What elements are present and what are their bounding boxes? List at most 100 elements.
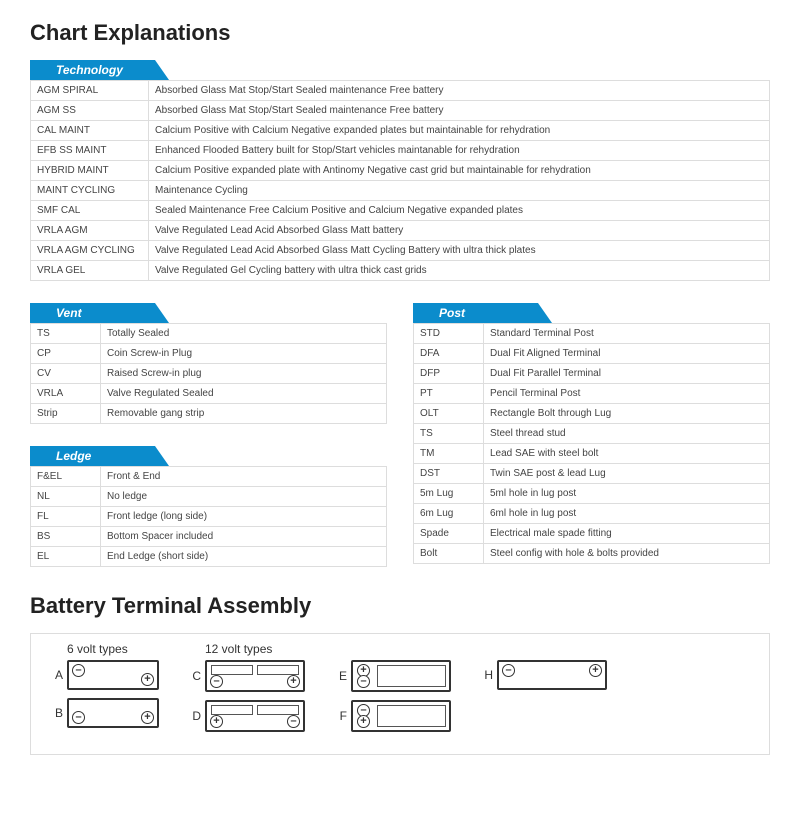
- desc-cell: 6ml hole in lug post: [484, 504, 770, 524]
- table-row: CPCoin Screw-in Plug: [31, 344, 387, 364]
- battery-layout: B: [45, 698, 159, 728]
- table-row: DFADual Fit Aligned Terminal: [414, 344, 770, 364]
- table-row: PTPencil Terminal Post: [414, 384, 770, 404]
- battery-letter: C: [183, 669, 201, 683]
- terminal-minus-icon: [72, 664, 85, 677]
- desc-cell: Steel config with hole & bolts provided: [484, 544, 770, 564]
- ledge-tab-label: Ledge: [30, 449, 91, 463]
- code-cell: STD: [414, 324, 484, 344]
- inner-compartment: [377, 705, 446, 727]
- code-cell: SMF CAL: [31, 201, 149, 221]
- code-cell: TS: [31, 324, 101, 344]
- code-cell: TS: [414, 424, 484, 444]
- code-cell: DFP: [414, 364, 484, 384]
- desc-cell: No ledge: [101, 487, 387, 507]
- table-row: SpadeElectrical male spade fitting: [414, 524, 770, 544]
- code-cell: VRLA AGM CYCLING: [31, 241, 149, 261]
- table-row: SMF CALSealed Maintenance Free Calcium P…: [31, 201, 770, 221]
- table-row: FLFront ledge (long side): [31, 507, 387, 527]
- label-6volt: 6 volt types: [67, 642, 159, 656]
- table-row: BSBottom Spacer included: [31, 527, 387, 547]
- code-cell: CP: [31, 344, 101, 364]
- table-row: CVRaised Screw-in plug: [31, 364, 387, 384]
- battery-layout: H: [475, 660, 607, 690]
- desc-cell: Standard Terminal Post: [484, 324, 770, 344]
- label-12volt: 12 volt types: [205, 642, 305, 656]
- code-cell: OLT: [414, 404, 484, 424]
- desc-cell: Absorbed Glass Mat Stop/Start Sealed mai…: [149, 81, 770, 101]
- battery-box: [205, 700, 305, 732]
- desc-cell: Enhanced Flooded Battery built for Stop/…: [149, 141, 770, 161]
- battery-letter: D: [183, 709, 201, 723]
- code-cell: DST: [414, 464, 484, 484]
- table-row: StripRemovable gang strip: [31, 404, 387, 424]
- post-tab-header: Post: [413, 303, 770, 323]
- technology-tab-header: Technology: [30, 60, 770, 80]
- desc-cell: Raised Screw-in plug: [101, 364, 387, 384]
- table-row: 6m Lug6ml hole in lug post: [414, 504, 770, 524]
- table-row: VRLA AGM CYCLINGValve Regulated Lead Aci…: [31, 241, 770, 261]
- vent-tab-header: Vent: [30, 303, 387, 323]
- code-cell: EFB SS MAINT: [31, 141, 149, 161]
- desc-cell: Sealed Maintenance Free Calcium Positive…: [149, 201, 770, 221]
- heading-chart-explanations: Chart Explanations: [30, 20, 770, 46]
- table-row: DSTTwin SAE post & lead Lug: [414, 464, 770, 484]
- battery-letter: H: [475, 668, 493, 682]
- code-cell: PT: [414, 384, 484, 404]
- terminal-minus-icon: [72, 711, 85, 724]
- battery-layout: E: [329, 660, 451, 692]
- code-cell: Spade: [414, 524, 484, 544]
- battery-box: [67, 698, 159, 728]
- battery-box: [205, 660, 305, 692]
- battery-box: [67, 660, 159, 690]
- desc-cell: Twin SAE post & lead Lug: [484, 464, 770, 484]
- desc-cell: Front & End: [101, 467, 387, 487]
- table-row: TSTotally Sealed: [31, 324, 387, 344]
- desc-cell: Removable gang strip: [101, 404, 387, 424]
- desc-cell: Valve Regulated Sealed: [101, 384, 387, 404]
- desc-cell: Front ledge (long side): [101, 507, 387, 527]
- technology-tab-label: Technology: [30, 63, 123, 77]
- desc-cell: End Ledge (short side): [101, 547, 387, 567]
- code-cell: HYBRID MAINT: [31, 161, 149, 181]
- desc-cell: 5ml hole in lug post: [484, 484, 770, 504]
- code-cell: BS: [31, 527, 101, 547]
- desc-cell: Valve Regulated Gel Cycling battery with…: [149, 261, 770, 281]
- technology-table: AGM SPIRALAbsorbed Glass Mat Stop/Start …: [30, 80, 770, 281]
- ledge-tab-header: Ledge: [30, 446, 387, 466]
- code-cell: Strip: [31, 404, 101, 424]
- code-cell: AGM SPIRAL: [31, 81, 149, 101]
- table-row: CAL MAINTCalcium Positive with Calcium N…: [31, 121, 770, 141]
- table-row: NLNo ledge: [31, 487, 387, 507]
- terminal-plus-icon: [357, 715, 370, 728]
- post-table: STDStandard Terminal PostDFADual Fit Ali…: [413, 323, 770, 564]
- ledge-table: F&ELFront & EndNLNo ledgeFLFront ledge (…: [30, 466, 387, 567]
- vent-table: TSTotally SealedCPCoin Screw-in PlugCVRa…: [30, 323, 387, 424]
- terminal-plus-icon: [141, 673, 154, 686]
- code-cell: EL: [31, 547, 101, 567]
- battery-layout: A: [45, 660, 159, 690]
- battery-box: [351, 700, 451, 732]
- battery-letter: E: [329, 669, 347, 683]
- table-row: AGM SPIRALAbsorbed Glass Mat Stop/Start …: [31, 81, 770, 101]
- code-cell: CV: [31, 364, 101, 384]
- desc-cell: Absorbed Glass Mat Stop/Start Sealed mai…: [149, 101, 770, 121]
- terminal-minus-icon: [357, 675, 370, 688]
- battery-layout: F: [329, 700, 451, 732]
- battery-layout: D: [183, 700, 305, 732]
- table-row: BoltSteel config with hole & bolts provi…: [414, 544, 770, 564]
- battery-letter: A: [45, 668, 63, 682]
- table-row: OLTRectangle Bolt through Lug: [414, 404, 770, 424]
- table-row: TMLead SAE with steel bolt: [414, 444, 770, 464]
- code-cell: VRLA AGM: [31, 221, 149, 241]
- desc-cell: Rectangle Bolt through Lug: [484, 404, 770, 424]
- table-row: VRLA AGMValve Regulated Lead Acid Absorb…: [31, 221, 770, 241]
- table-row: F&ELFront & End: [31, 467, 387, 487]
- inner-compartment: [377, 665, 446, 687]
- table-row: VRLAValve Regulated Sealed: [31, 384, 387, 404]
- code-cell: F&EL: [31, 467, 101, 487]
- code-cell: CAL MAINT: [31, 121, 149, 141]
- table-row: VRLA GELValve Regulated Gel Cycling batt…: [31, 261, 770, 281]
- desc-cell: Pencil Terminal Post: [484, 384, 770, 404]
- code-cell: DFA: [414, 344, 484, 364]
